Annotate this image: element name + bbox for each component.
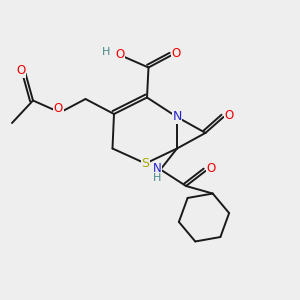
Text: H: H bbox=[153, 173, 162, 183]
Text: S: S bbox=[142, 157, 149, 170]
Text: O: O bbox=[16, 64, 26, 77]
Text: O: O bbox=[54, 101, 63, 115]
Text: O: O bbox=[116, 47, 124, 61]
Text: O: O bbox=[206, 162, 215, 175]
Text: N: N bbox=[153, 161, 162, 175]
Text: H: H bbox=[102, 46, 111, 57]
Text: O: O bbox=[172, 47, 181, 61]
Text: N: N bbox=[172, 110, 182, 124]
Text: O: O bbox=[224, 109, 233, 122]
